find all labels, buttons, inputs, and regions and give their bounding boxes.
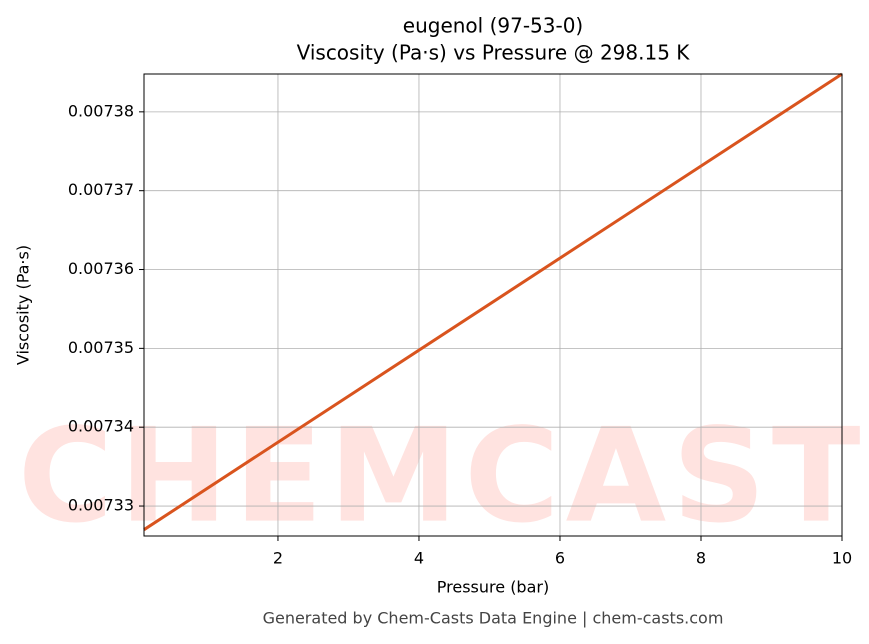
x-tick-label: 6 bbox=[555, 549, 565, 568]
y-tick-label: 0.00738 bbox=[68, 101, 134, 120]
y-tick-label: 0.00734 bbox=[68, 417, 134, 436]
line-series bbox=[143, 72, 843, 531]
y-tick-label: 0.00733 bbox=[68, 496, 134, 515]
x-tick-label: 4 bbox=[414, 549, 424, 568]
chart-title: eugenol (97-53-0) bbox=[403, 14, 583, 38]
watermark: CHEMCASTS bbox=[18, 400, 869, 552]
y-tick-label: 0.00735 bbox=[68, 338, 134, 357]
x-tick-label: 10 bbox=[832, 549, 852, 568]
x-axis-label: Pressure (bar) bbox=[437, 578, 549, 597]
y-tick-label: 0.00736 bbox=[68, 259, 134, 278]
y-axis-label: Viscosity (Pa·s) bbox=[14, 245, 33, 365]
chart-subtitle: Viscosity (Pa·s) vs Pressure @ 298.15 K bbox=[297, 41, 691, 65]
footer: Generated by Chem-Casts Data Engine | ch… bbox=[263, 609, 724, 628]
x-tick-label: 8 bbox=[696, 549, 706, 568]
plot-frame bbox=[143, 73, 843, 537]
x-tick-label: 2 bbox=[273, 549, 283, 568]
y-tick-label: 0.00737 bbox=[68, 180, 134, 199]
